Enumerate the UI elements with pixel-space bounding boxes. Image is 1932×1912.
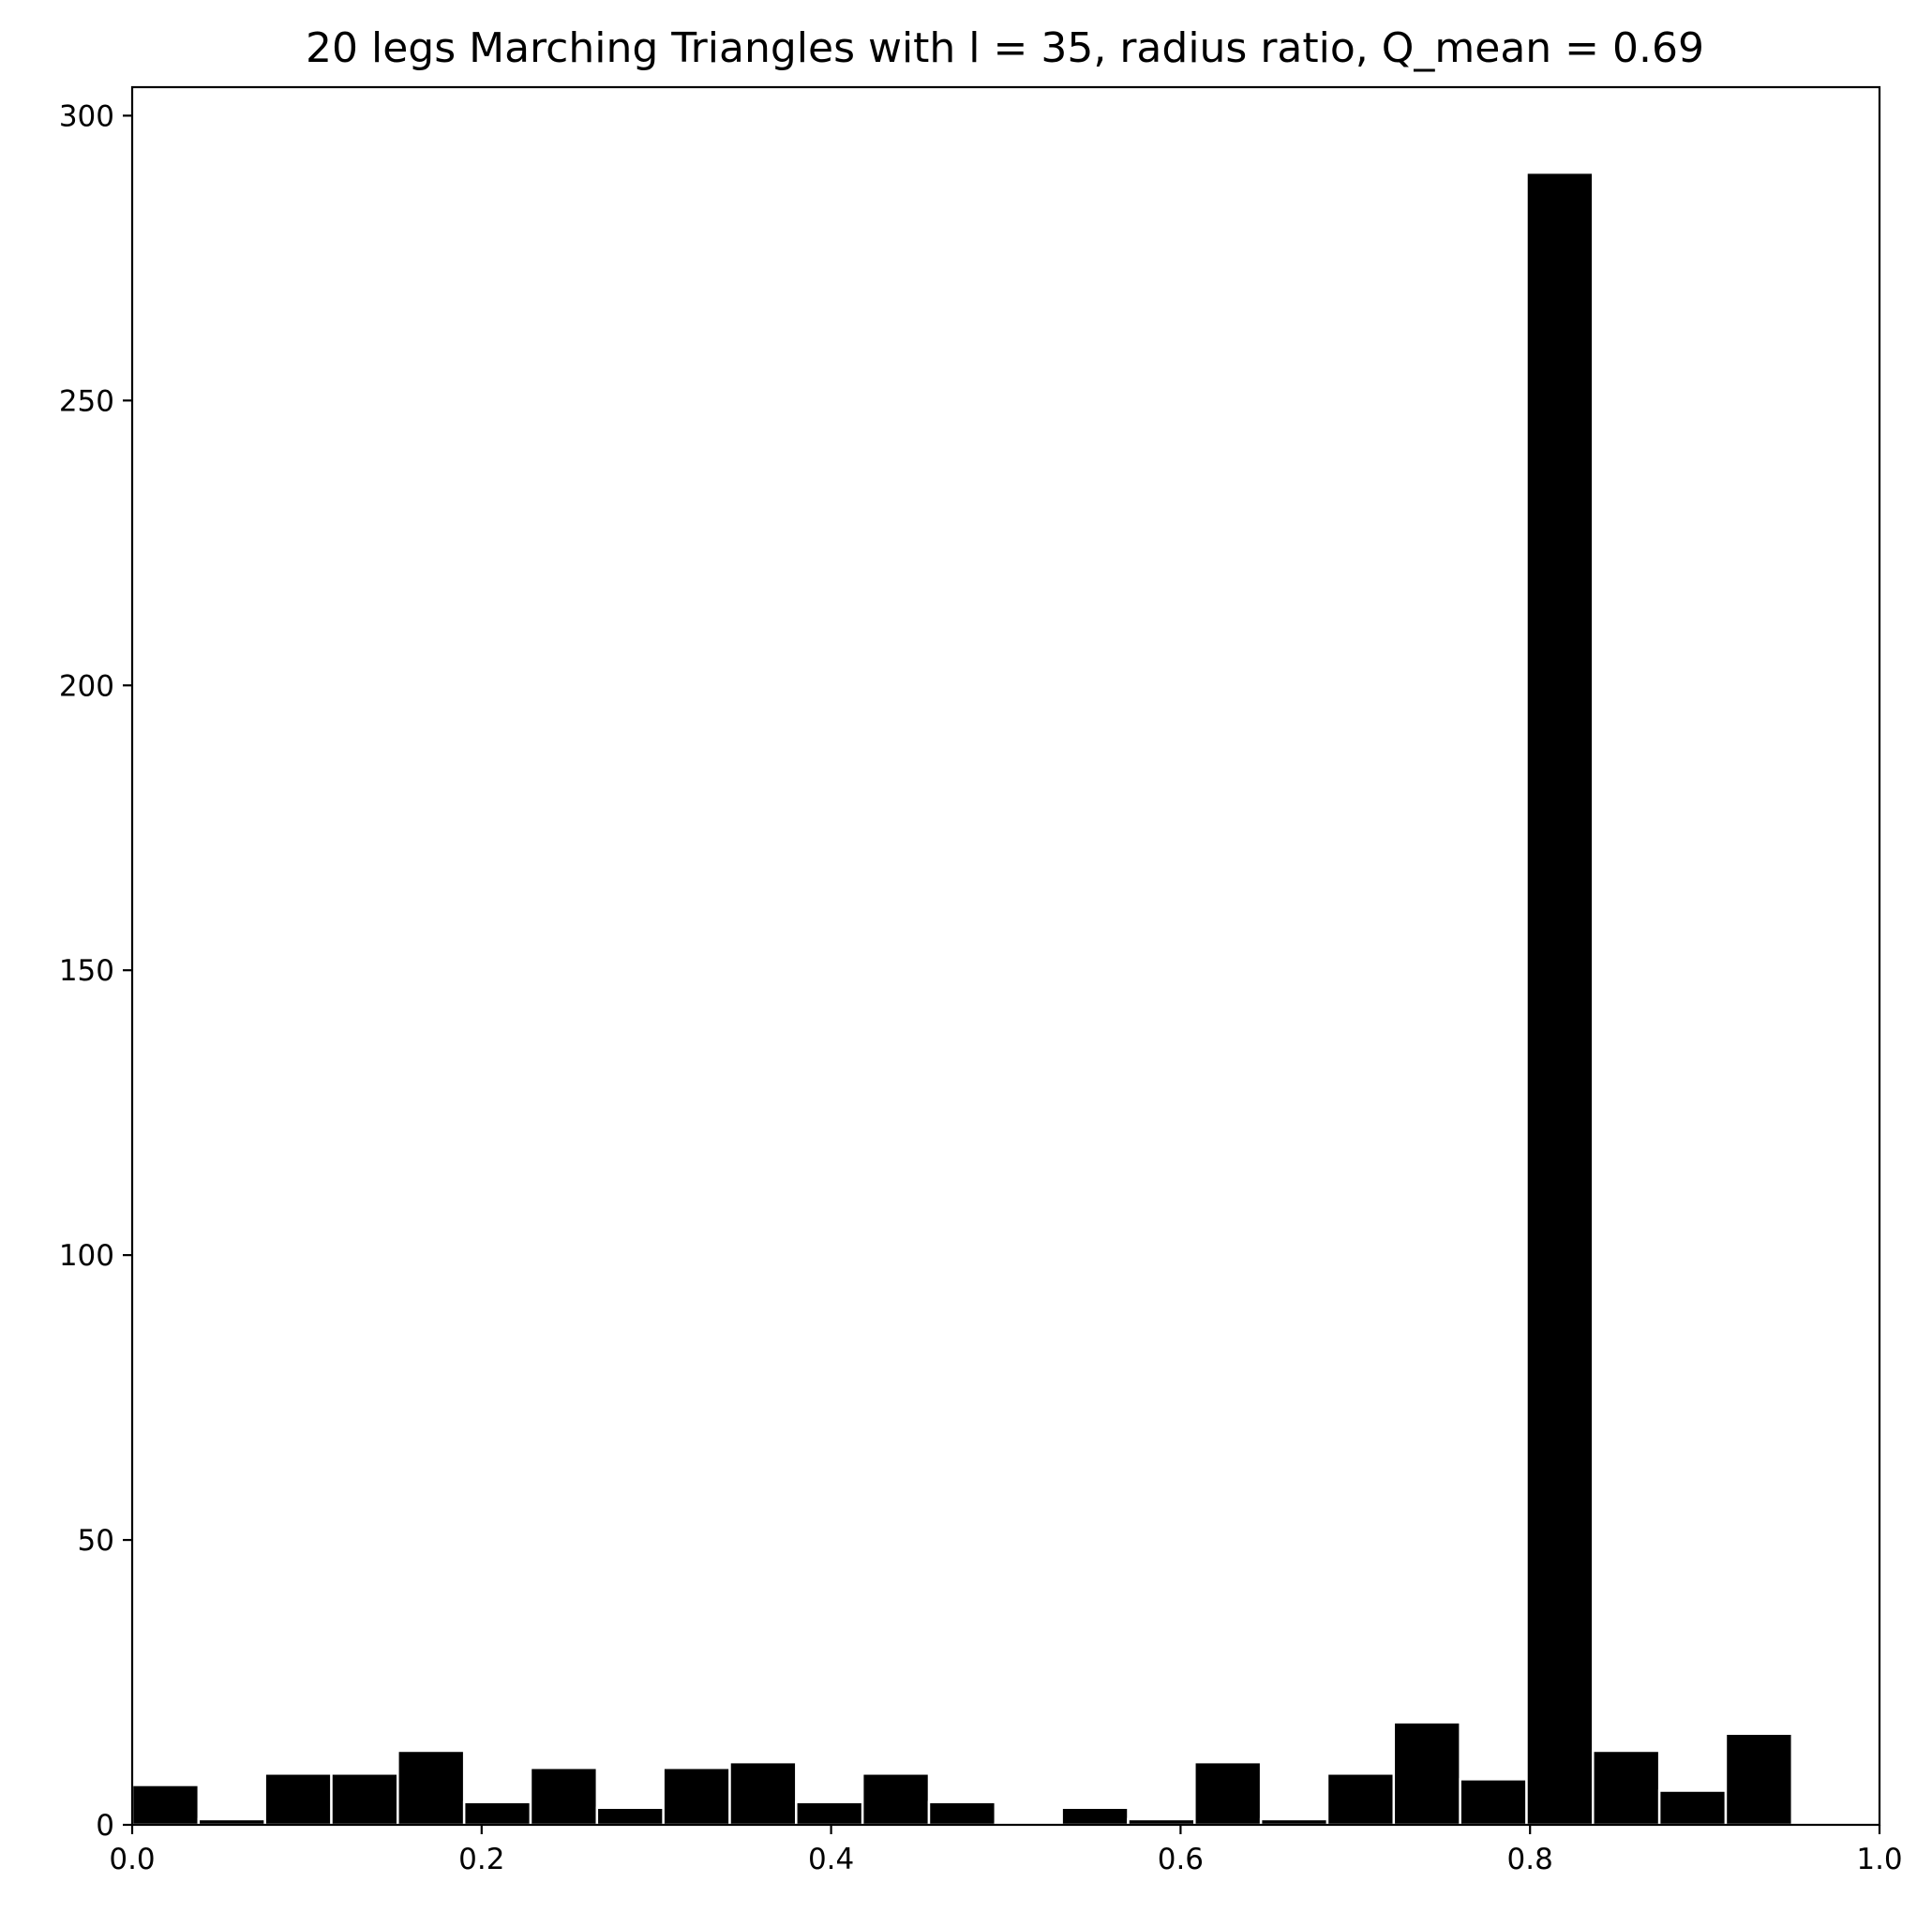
histogram-bar-2 [263,1772,333,1827]
histogram-bar-7 [595,1806,665,1827]
histogram-bar-16 [1193,1760,1263,1827]
y-tick-label-4: 200 [59,669,114,703]
histogram-bar-10 [795,1800,864,1827]
histogram-bar-9 [728,1760,798,1827]
y-tick-label-6: 300 [59,99,114,133]
histogram-bar-18 [1325,1772,1396,1827]
x-tick-label-0: 0.0 [109,1843,155,1876]
x-tick-label-3: 0.6 [1158,1843,1204,1876]
x-tick-label-4: 0.8 [1507,1843,1553,1876]
histogram-bar-0 [130,1784,201,1827]
y-tick-label-2: 100 [59,1239,114,1273]
histogram-bar-20 [1459,1778,1528,1827]
histogram-bar-4 [397,1749,466,1827]
histogram-bar-19 [1392,1721,1461,1827]
y-tick-label-3: 150 [59,954,114,988]
histogram-bar-14 [1060,1806,1130,1827]
histogram-bar-22 [1592,1749,1661,1827]
histogram-bar-21 [1525,171,1595,1827]
chart-title: 20 legs Marching Triangles with l = 35, … [306,24,1704,72]
histogram-bar-8 [662,1766,731,1827]
bars-layer [130,171,1794,1827]
histogram-bar-12 [927,1800,997,1827]
x-tick-label-2: 0.4 [808,1843,854,1876]
plot-frame [130,85,1881,1827]
histogram-bar-24 [1724,1732,1794,1827]
y-axis-ticks: 0 50 100 150 200 250 300 [59,99,132,1843]
histogram-bar-3 [330,1772,399,1827]
histogram-bar-6 [529,1766,599,1827]
x-axis-ticks: 0.0 0.2 0.4 0.6 0.8 1.0 [109,1825,1903,1876]
y-tick-label-5: 250 [59,384,114,418]
y-tick-label-0: 0 [96,1809,114,1843]
histogram-bar-5 [462,1800,532,1827]
x-tick-label-1: 0.2 [458,1843,504,1876]
histogram-bar-11 [861,1772,931,1827]
y-tick-label-1: 50 [78,1524,114,1558]
histogram-bar-23 [1657,1789,1728,1827]
x-tick-label-5: 1.0 [1856,1843,1902,1876]
